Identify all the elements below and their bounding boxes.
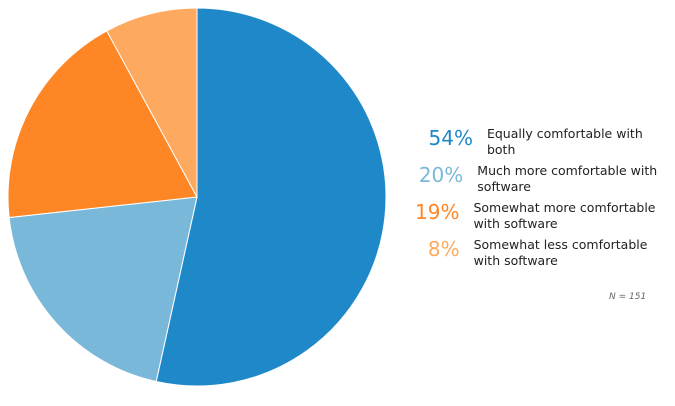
legend-item: 20% Much more comfortable with software [415, 163, 675, 200]
legend-percent: 8% [427, 237, 460, 261]
legend-item: 8% Somewhat less comfortable with softwa… [415, 237, 675, 274]
legend-item: 54% Equally comfortable with both [415, 126, 675, 163]
legend-label: Somewhat more comfortable with software [473, 200, 656, 231]
legend-percent: 19% [415, 200, 460, 224]
legend-label: Equally comfortable with both [486, 126, 643, 157]
pie-chart [7, 7, 387, 387]
pie-slice-2 [8, 196, 198, 383]
pie-slice-1 [155, 7, 387, 387]
legend-label: Much more comfortable with software [477, 163, 658, 194]
legend-item: 19% Somewhat more comfortable with softw… [415, 200, 675, 237]
legend-percent: 54% [428, 126, 473, 150]
sample-size-note: N = 151 [609, 292, 647, 302]
legend: 54% Equally comfortable with both 20% Mu… [415, 126, 675, 274]
legend-label: Somewhat less comfortable with software [473, 237, 648, 268]
pie-slice-4 [106, 7, 198, 198]
pie-slice-3 [7, 30, 198, 219]
legend-percent: 20% [418, 163, 464, 187]
